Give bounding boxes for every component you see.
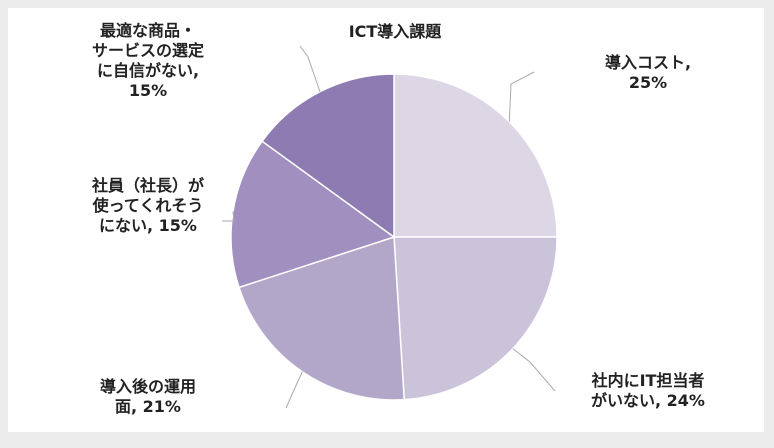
slice-label-line: サービスの選定: [92, 41, 204, 60]
pie-slice: [238, 235, 406, 401]
slice-label: 社員（社長）が使ってくれそうにない, 15%: [91, 176, 204, 235]
slice-label-line: 面, 21%: [115, 397, 181, 416]
slice-label-line: にない, 15%: [99, 216, 197, 235]
slice-label-line: 導入コスト,: [605, 53, 691, 72]
slice-label-line: 社内にIT担当者: [591, 371, 705, 390]
leader-line: [512, 348, 556, 392]
slice-label: 社内にIT担当者がいない, 24%: [591, 371, 705, 410]
slice-label-line: 導入後の運用: [100, 377, 196, 396]
chart-frame: ICT導入課題 導入コスト, 25% 社内にIT担当者がいない, 24% 導入後の運用…: [8, 8, 764, 432]
slice-label-line: 最適な商品・: [100, 21, 196, 40]
slice-label-line: に自信がない,: [97, 61, 199, 80]
slice-label-line: 15%: [129, 81, 167, 100]
leader-line: [299, 45, 321, 92]
slice-label-line: がいない, 24%: [591, 391, 705, 410]
leader-line: [285, 371, 303, 409]
slice-label-line: 25%: [629, 73, 667, 92]
pie-slice: [393, 236, 558, 401]
pie-chart: ICT導入課題 導入コスト, 25% 社内にIT担当者がいない, 24% 導入後の運用…: [91, 21, 705, 416]
slice-label: 導入コスト, 25%: [605, 53, 691, 92]
pie-slice: [393, 73, 558, 238]
slice-label-line: 社員（社長）が: [91, 176, 204, 195]
slice-label: 導入後の運用面, 21%: [100, 377, 196, 416]
chart-title: ICT導入課題: [349, 22, 443, 41]
slice-label: 最適な商品・サービスの選定に自信がない, 15%: [92, 21, 204, 100]
leader-line: [222, 211, 235, 222]
pie-slice: [261, 73, 395, 239]
leader-line: [508, 71, 535, 122]
slice-label-line: 使ってくれそう: [92, 196, 204, 215]
